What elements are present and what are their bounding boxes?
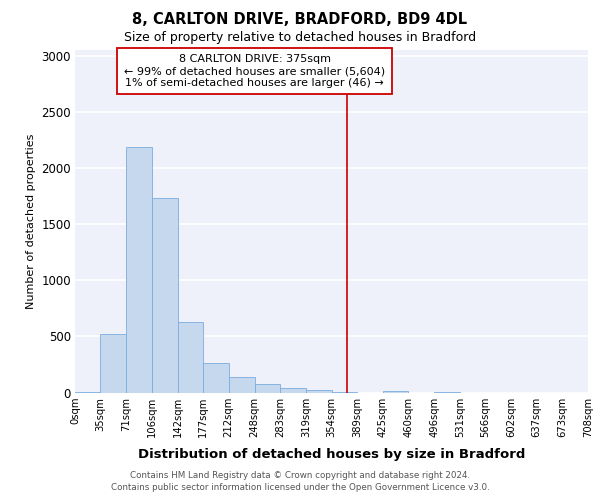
Y-axis label: Number of detached properties: Number of detached properties: [26, 134, 35, 309]
Bar: [254, 384, 280, 392]
Bar: [203, 364, 229, 392]
Text: Contains HM Land Registry data © Crown copyright and database right 2024.
Contai: Contains HM Land Registry data © Crown c…: [110, 471, 490, 492]
Bar: [229, 378, 254, 392]
Bar: [100, 334, 127, 392]
Text: Size of property relative to detached houses in Bradford: Size of property relative to detached ho…: [124, 31, 476, 44]
Text: 8, CARLTON DRIVE, BRADFORD, BD9 4DL: 8, CARLTON DRIVE, BRADFORD, BD9 4DL: [133, 12, 467, 28]
Bar: [280, 388, 306, 392]
X-axis label: Distribution of detached houses by size in Bradford: Distribution of detached houses by size …: [138, 448, 525, 461]
Bar: [152, 198, 178, 392]
Bar: [306, 390, 331, 392]
Bar: [178, 322, 203, 392]
Bar: [127, 146, 152, 392]
Text: 8 CARLTON DRIVE: 375sqm
← 99% of detached houses are smaller (5,604)
1% of semi-: 8 CARLTON DRIVE: 375sqm ← 99% of detache…: [124, 54, 385, 88]
